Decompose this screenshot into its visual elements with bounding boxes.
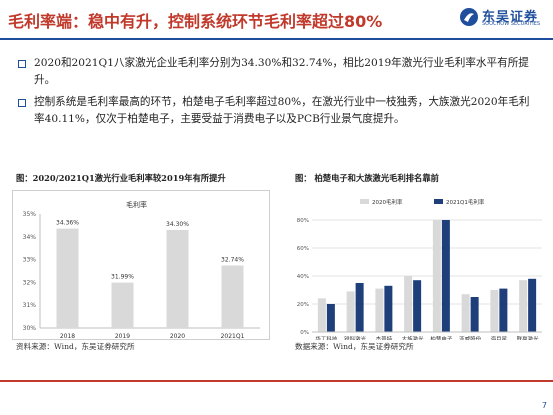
x-tick-label: 大族激光	[402, 335, 425, 340]
page-title: 毛利率端：稳中有升，控制系统环节毛利率超过80%	[8, 12, 383, 31]
x-tick-label: 联赢激光	[517, 335, 540, 340]
y-tick-label: 20%	[297, 302, 309, 308]
legend-swatch	[434, 199, 443, 204]
brand-logo-name: 东吴证券	[482, 10, 539, 25]
bullet-paragraph-2: 控制系统是毛利率最高的环节，柏楚电子毛利率超过80%，在激光行业中一枝独秀，大族…	[34, 96, 530, 125]
left-chart-source: 资料来源：Wind，东吴证券研究所	[16, 342, 135, 351]
header-divider	[0, 38, 553, 40]
x-tick-label: 2019	[115, 333, 130, 340]
bar-海目星-2020毛利率	[490, 290, 499, 332]
right-chart-source: 数据来源：Wind，东吴证券研究所	[295, 342, 414, 351]
bar-华工科技-2020毛利率	[317, 298, 326, 332]
y-tick-label: 31%	[23, 302, 37, 309]
y-tick-label: 34%	[23, 234, 37, 241]
y-tick-label: 80%	[297, 218, 309, 224]
x-tick-label: 华工科技	[315, 335, 338, 340]
legend-label: 2020毛利率	[372, 198, 403, 206]
data-label: 31.99%	[111, 274, 134, 281]
brand-logo: 东吴证券 SOOCHOW SECURITIES	[459, 5, 547, 31]
bar-2021Q1	[221, 265, 244, 328]
brand-logo-subtitle: SOOCHOW SECURITIES	[482, 21, 541, 27]
bar-柏楚电子-2021Q1毛利率	[441, 220, 450, 332]
bar-2018	[56, 228, 79, 328]
brand-logo-icon	[460, 8, 478, 26]
data-label: 34.30%	[166, 221, 189, 228]
x-tick-label: 2018	[60, 333, 75, 340]
legend-label: 2021Q1毛利率	[446, 198, 485, 206]
y-tick-label: 40%	[297, 274, 309, 280]
bar-亚威股份-2020毛利率	[461, 294, 470, 332]
legend-swatch	[360, 199, 369, 204]
chart-title: 毛利率	[126, 200, 147, 209]
chart-frame	[12, 190, 270, 340]
bar-锐科激光-2020毛利率	[346, 291, 355, 332]
y-tick-label: 32%	[23, 279, 37, 286]
data-label: 34.36%	[56, 220, 79, 227]
bar-杰普特-2020毛利率	[375, 288, 384, 332]
bullet-square-icon	[18, 60, 26, 68]
bar-联赢激光-2021Q1毛利率	[528, 278, 537, 332]
right-chart-caption: 图： 柏楚电子和大族激光毛利排名靠前	[295, 173, 439, 183]
gross-margin-trend-chart: 毛利率 30% 31% 32% 33% 34% 35% 34.36% 2018 31.99% 201…	[12, 190, 270, 340]
bar-柏楚电子-2020毛利率	[432, 220, 441, 332]
y-tick-label: 35%	[23, 211, 37, 218]
x-tick-label: 2021Q1	[221, 333, 245, 340]
bar-大族激光-2021Q1毛利率	[413, 280, 422, 332]
x-tick-label: 2020	[170, 333, 185, 340]
bar-2020	[166, 229, 189, 328]
y-tick-label: 0%	[300, 330, 309, 336]
bar-杰普特-2021Q1毛利率	[384, 285, 393, 332]
bar-亚威股份-2021Q1毛利率	[470, 297, 479, 332]
bar-2019	[111, 282, 134, 328]
bar-锐科激光-2021Q1毛利率	[355, 283, 364, 332]
bar-华工科技-2021Q1毛利率	[326, 304, 335, 332]
page-number: 7	[541, 401, 547, 410]
x-tick-label: 锐科激光	[344, 335, 367, 340]
x-tick-label: 杰普特	[376, 335, 393, 340]
left-chart-caption: 图：2020/2021Q1激光行业毛利率较2019年有所提升	[16, 173, 226, 183]
bar-大族激光-2020毛利率	[404, 275, 413, 332]
y-tick-label: 33%	[23, 257, 37, 264]
x-tick-label: 海目星	[491, 335, 508, 340]
bar-联赢激光-2020毛利率	[519, 280, 528, 332]
data-label: 32.74%	[221, 257, 244, 264]
footer-divider	[0, 380, 553, 382]
bar-海目星-2021Q1毛利率	[499, 288, 508, 332]
bullet-square-icon	[18, 99, 26, 107]
x-tick-label: 亚威股份	[459, 335, 482, 340]
y-tick-label: 30%	[23, 325, 37, 332]
bullet-paragraph-1: 2020和2021Q1八家激光企业毛利率分别为34.30%和32.74%，相比2…	[34, 57, 529, 86]
x-tick-label: 柏楚电子	[430, 335, 453, 340]
y-tick-label: 60%	[297, 246, 309, 252]
